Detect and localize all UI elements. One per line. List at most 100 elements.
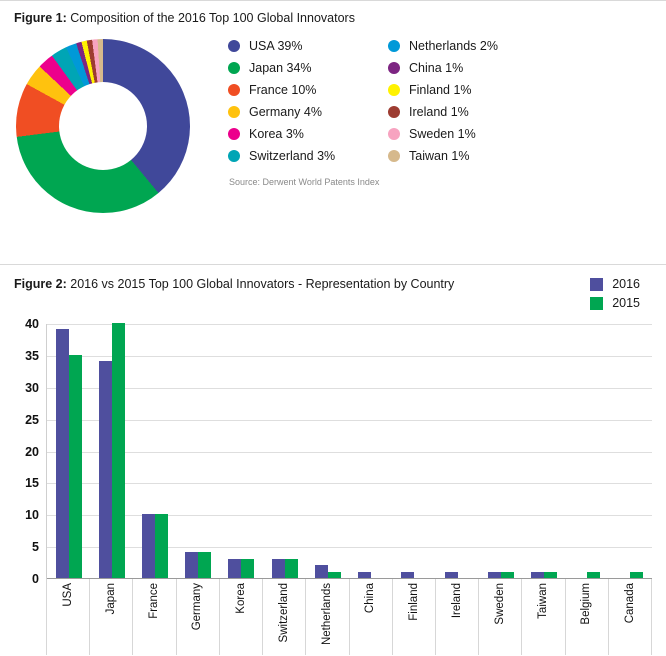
- x-label-cell: Netherlands: [306, 579, 350, 655]
- legend-swatch-icon: [228, 106, 240, 118]
- legend-swatch-icon: [388, 62, 400, 74]
- legend-item: Ireland 1%: [388, 105, 498, 119]
- x-label-cell: Sweden: [479, 579, 523, 655]
- bar-group: [566, 324, 609, 578]
- bar-japan-2015: [111, 323, 125, 578]
- legend-item: Germany 4%: [228, 105, 380, 119]
- x-label-cell: France: [133, 579, 177, 655]
- legend-label: Germany 4%: [249, 105, 322, 119]
- bar-group: [90, 323, 133, 578]
- bar-switzerland-2015: [284, 559, 298, 578]
- figure1-body: USA 39% Japan 34% France 10% Germany 4% Kore…: [14, 25, 652, 261]
- x-label-cell: Taiwan: [522, 579, 566, 655]
- legend-item: Korea 3%: [228, 127, 380, 141]
- legend-label: Netherlands 2%: [409, 39, 498, 53]
- x-label-cell: USA: [46, 579, 91, 655]
- donut-chart: [16, 39, 190, 213]
- gridline: [47, 388, 652, 389]
- y-tick-label: 25: [25, 413, 39, 427]
- bar-sweden-2016: [487, 572, 501, 578]
- x-axis-label: Ireland: [450, 583, 463, 619]
- figure1-title: Figure 1: Composition of the 2016 Top 10…: [14, 11, 652, 25]
- bar-chart: 0 5 10 15 20 25 30 35 40 USA Japan France Germany Ko…: [14, 317, 653, 655]
- legend-swatch-icon: [228, 150, 240, 162]
- legend-label: Korea 3%: [249, 127, 304, 141]
- bar-taiwan-2015: [544, 572, 558, 578]
- x-axis-label: Japan: [105, 583, 117, 615]
- bar-chart-legend: 2016 2015: [590, 277, 640, 310]
- bar-ireland-2016: [444, 572, 458, 578]
- gridline: [47, 452, 652, 453]
- x-axis: USA Japan France Germany Korea Switzerland Net…: [46, 579, 653, 655]
- figure2-section: Figure 2: 2016 vs 2015 Top 100 Global In…: [0, 264, 666, 655]
- x-label-cell: Japan: [90, 579, 134, 655]
- bar-korea-2016: [228, 559, 242, 578]
- bar-group: [436, 324, 479, 578]
- bar-germany-2016: [185, 552, 199, 578]
- legend-swatch-icon: [388, 40, 400, 52]
- bar-sweden-2015: [500, 572, 514, 578]
- legend-swatch-icon: [388, 150, 400, 162]
- x-axis-label: Switzerland: [277, 583, 290, 643]
- plot-area: [46, 323, 652, 579]
- bar-group: [220, 324, 263, 578]
- x-label-cell: Ireland: [436, 579, 480, 655]
- bar-group: [133, 324, 176, 578]
- bar-china-2016: [358, 572, 372, 578]
- legend-swatch-icon: [228, 128, 240, 140]
- bar-group: [393, 324, 436, 578]
- bar-belgium-2015: [587, 572, 601, 578]
- legend-item: China 1%: [388, 61, 498, 75]
- bar-france-2016: [142, 514, 156, 578]
- y-tick-label: 20: [25, 445, 39, 459]
- x-axis-label: France: [148, 583, 161, 619]
- y-tick-label: 10: [25, 508, 39, 522]
- x-label-cell: China: [350, 579, 393, 655]
- bar-group: [609, 324, 652, 578]
- bar-usa-2016: [55, 329, 69, 578]
- figure1-section: Figure 1: Composition of the 2016 Top 10…: [0, 0, 666, 264]
- legend-item: Sweden 1%: [388, 127, 498, 141]
- bar-group: [306, 324, 349, 578]
- legend-swatch-icon: [590, 277, 604, 291]
- bar-usa-2015: [68, 355, 82, 578]
- legend-swatch-icon: [388, 128, 400, 140]
- legend-label: Ireland 1%: [409, 105, 469, 119]
- bar-legend-label: 2016: [612, 277, 640, 291]
- bar-netherlands-2016: [314, 565, 328, 578]
- figure2-title: Figure 2: 2016 vs 2015 Top 100 Global In…: [14, 277, 454, 291]
- x-axis-label: USA: [61, 583, 74, 607]
- figure1-title-prefix: Figure 1:: [14, 11, 67, 25]
- y-tick-label: 30: [25, 381, 39, 395]
- x-axis-label: Sweden: [493, 583, 506, 625]
- legend-swatch-icon: [388, 84, 400, 96]
- x-axis-label: Belgium: [580, 583, 593, 625]
- legend-swatch-icon: [228, 40, 240, 52]
- legend-label: Taiwan 1%: [409, 149, 470, 163]
- bar-france-2015: [155, 514, 169, 578]
- x-label-cell: Switzerland: [263, 579, 307, 655]
- x-label-cell: Germany: [177, 579, 220, 655]
- x-axis-baseline: [47, 578, 652, 579]
- bar-group: [177, 324, 220, 578]
- y-axis: 0 5 10 15 20 25 30 35 40: [14, 317, 46, 586]
- legend-swatch-icon: [228, 84, 240, 96]
- figure1-title-text: Composition of the 2016 Top 100 Global I…: [66, 11, 355, 25]
- bar-taiwan-2016: [531, 572, 545, 578]
- bar-group: [479, 324, 522, 578]
- legend-swatch-icon: [228, 62, 240, 74]
- x-axis-label: Germany: [191, 583, 204, 631]
- legend-label: France 10%: [249, 83, 317, 97]
- gridline: [47, 483, 652, 484]
- x-label-cell: Belgium: [566, 579, 609, 655]
- legend-item: Taiwan 1%: [388, 149, 498, 163]
- legend-label: China 1%: [409, 61, 464, 75]
- source-note: Source: Derwent World Patents Index: [229, 177, 380, 187]
- donut-hole: [59, 82, 147, 170]
- figure2-title-prefix: Figure 2:: [14, 277, 67, 291]
- legend-label: Japan 34%: [249, 61, 312, 75]
- bar-legend-label: 2015: [612, 296, 640, 310]
- legend-item: USA 39%: [228, 39, 380, 53]
- bar-group: [47, 324, 90, 578]
